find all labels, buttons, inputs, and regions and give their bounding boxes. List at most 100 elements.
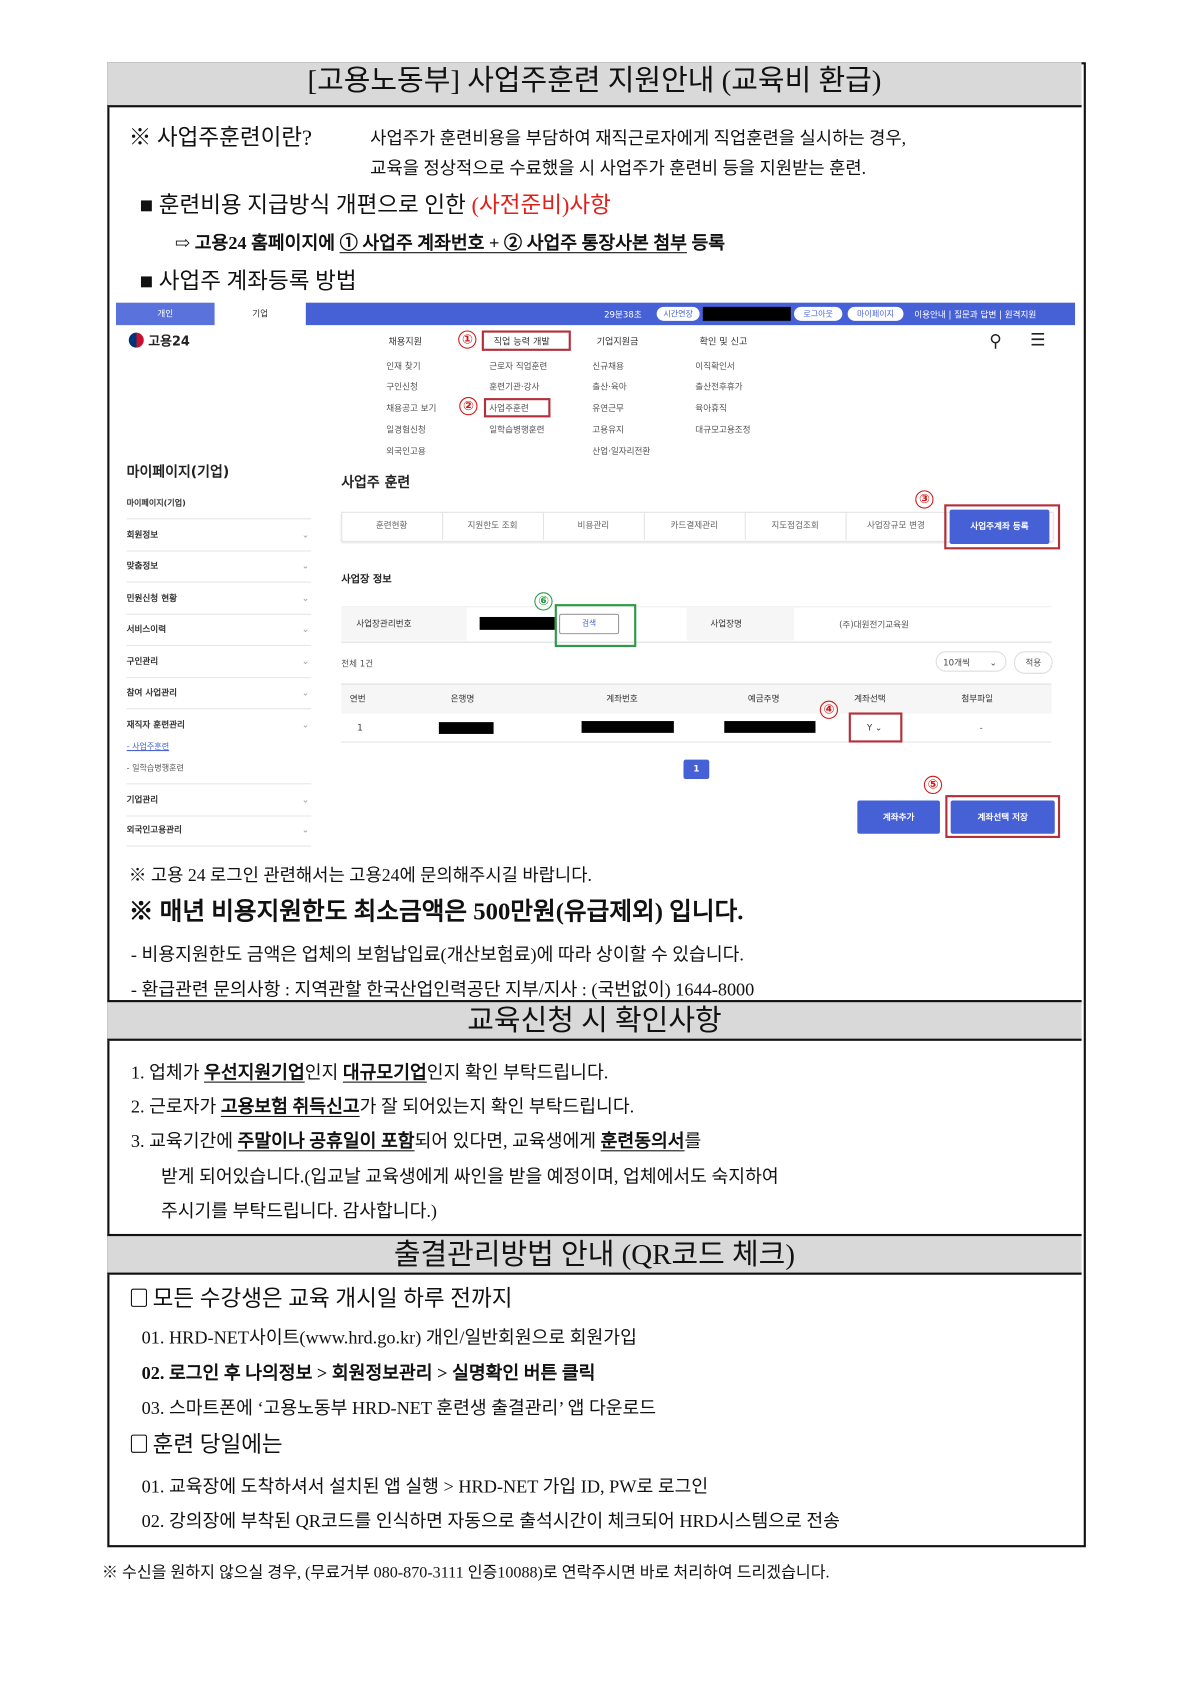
underlined-text: 대규모기업: [342, 1062, 427, 1083]
square-bullet-icon: ■: [139, 192, 154, 218]
chevron-down-icon: ⌄: [989, 657, 997, 668]
search-icon[interactable]: ⚲: [989, 330, 1002, 351]
menu-item[interactable]: 산업·일자리전환: [592, 446, 651, 457]
menu-item[interactable]: 채용공고 보기: [386, 403, 437, 414]
check-item-3: 3. 교육기간에 주말이나 공휴일이 포함되어 있다면, 교육생에게 훈련동의서…: [131, 1126, 701, 1153]
menu-item[interactable]: 고용유지: [592, 424, 624, 435]
sidebar-item-label: 재직자 훈련관리: [126, 719, 185, 730]
highlight-box-6: [554, 604, 637, 648]
sidebar-item-worker-training[interactable]: 재직자 훈련관리 ⌄: [127, 709, 312, 740]
logout-button[interactable]: 로그아웃: [794, 306, 843, 321]
intro-label: ※ 사업주훈련이란?: [128, 124, 313, 151]
tab-personal[interactable]: 개인: [115, 302, 215, 326]
tab-business[interactable]: 기업: [252, 309, 269, 319]
highlight-box-3: [944, 504, 1061, 550]
sidebar-item-member-info[interactable]: 회원정보 ⌄: [126, 519, 312, 552]
sidebar-item-label: 참여 사업관리: [126, 687, 177, 698]
menu-item[interactable]: 근로자 직업훈련: [489, 361, 548, 372]
notice-red-text: (사전준비)사항: [471, 192, 611, 218]
page-size-value: 10개씩: [943, 657, 970, 668]
menu-item[interactable]: 인재 찾기: [386, 361, 421, 372]
sidebar-item-custom-info[interactable]: 맞춤정보 ⌄: [126, 550, 312, 583]
sidebar-item-petition[interactable]: 민원신청 현황 ⌄: [126, 583, 312, 615]
arrow-icon: ⇨: [174, 232, 191, 254]
tab-inspection[interactable]: 지도점검조회: [745, 511, 847, 540]
menu-header-report[interactable]: 확인 및 신고: [699, 336, 748, 348]
tab-account-register[interactable]: 사업주계좌 등록: [949, 509, 1050, 545]
redacted-account-no: [581, 721, 674, 733]
sidebar-item-label: 기업관리: [126, 795, 159, 805]
search-button[interactable]: 검색: [559, 613, 620, 635]
menu-header-skill-dev[interactable]: 직업 능력 개발: [493, 336, 550, 348]
menu-item[interactable]: 외국인고용: [386, 446, 426, 457]
square-bullet-icon: ■: [139, 268, 154, 295]
redacted-username: [702, 306, 791, 321]
check-item-3-line-2: 받게 되어있습니다.(입교날 교육생에게 싸인을 받을 예정이며, 업체에서도 …: [160, 1166, 779, 1187]
extend-session-button[interactable]: 시간연장: [656, 306, 700, 321]
method-heading: ■ 사업주 계좌등록 방법: [139, 264, 356, 296]
save-account-selection-button[interactable]: 계좌선택 저장: [950, 800, 1055, 834]
col-holder: 예금주명: [747, 694, 780, 704]
tab-limit[interactable]: 지원한도 조회: [442, 511, 545, 540]
goyong24-logo[interactable]: 고용24: [128, 332, 190, 350]
document-title: [고용노동부] 사업주훈련 지원안내 (교육비 환급): [107, 62, 1082, 108]
menu-item[interactable]: 일학습병행훈련: [489, 424, 545, 435]
sidebar-item-label: 마이페이지(기업): [126, 497, 186, 508]
menu-header-recruit[interactable]: 채용지원: [388, 336, 422, 348]
sidebar-item-service-history[interactable]: 서비스이력 ⌄: [126, 614, 312, 646]
chevron-down-icon: ⌄: [301, 795, 310, 805]
chevron-down-icon: ⌄: [301, 656, 310, 667]
menu-item[interactable]: 대규모고용조정: [695, 424, 751, 435]
sidebar-item-label: 민원신청 현황: [126, 593, 177, 604]
menu-item[interactable]: 출산·육아: [592, 381, 627, 392]
title-text: [고용노동부] 사업주훈련 지원안내 (교육비 환급): [307, 64, 882, 97]
row-no: 1: [357, 723, 363, 733]
menu-item[interactable]: 육아휴직: [695, 403, 727, 414]
account-select-dropdown[interactable]: Y ⌄: [867, 723, 882, 733]
menu-item[interactable]: 일경험신청: [386, 424, 426, 435]
sidebar-item-company[interactable]: 기업관리 ⌄: [126, 783, 312, 817]
sidebar-item-mypage[interactable]: 마이페이지(기업): [126, 487, 312, 520]
col-no: 연번: [349, 694, 366, 704]
page-size-select[interactable]: 10개씩 ⌄: [935, 651, 1007, 672]
arrow-pre: 고용24 홈페이지에: [194, 232, 340, 254]
add-account-button[interactable]: 계좌추가: [857, 800, 940, 834]
sidebar-item-label: 서비스이력: [126, 624, 167, 635]
utility-links[interactable]: 이용안내 | 질문과 답변 | 원격지원: [914, 310, 1037, 320]
redacted-mgmt-no: [479, 616, 555, 630]
sidebar-item-participation[interactable]: 참여 사업관리 ⌄: [126, 677, 312, 710]
tab-card[interactable]: 카드결제관리: [644, 511, 746, 540]
underlined-text: 고용보험 취득신고: [220, 1096, 360, 1117]
info-row: [341, 606, 1052, 643]
section-header-attendance: 출결관리방법 안내 (QR코드 체크): [107, 1233, 1082, 1275]
tab-size-change[interactable]: 사업장규모 변경: [846, 511, 948, 540]
sidebar-item-foreign[interactable]: 외국인고용관리 ⌄: [126, 814, 312, 847]
tab-training-status[interactable]: 훈련현황: [341, 511, 444, 540]
sidebar-item-recruit[interactable]: 구인관리 ⌄: [126, 646, 312, 679]
menu-item[interactable]: 신규채용: [592, 361, 624, 372]
menu-item-employer-training[interactable]: 사업주훈련: [489, 403, 529, 414]
page-1-button[interactable]: 1: [683, 759, 710, 779]
menu-item[interactable]: 출산전후휴가: [695, 381, 743, 392]
tab-cost[interactable]: 비용관리: [543, 511, 645, 540]
hamburger-menu-icon[interactable]: ☰: [1030, 329, 1046, 350]
login-note: ※ 고용 24 로그인 관련해서는 고용24에 문의해주시길 바랍니다.: [128, 864, 592, 886]
menu-header-subsidy[interactable]: 기업지원금: [596, 336, 639, 348]
apply-button[interactable]: 적용: [1013, 651, 1053, 674]
menu-item[interactable]: 구인신청: [386, 381, 418, 392]
sidebar-item-label: 회원정보: [126, 530, 159, 540]
menu-item[interactable]: 유연근무: [592, 403, 624, 414]
step-3: 03. 스마트폰에 ‘고용노동부 HRD-NET 훈련생 출결관리’ 앱 다운로…: [141, 1398, 657, 1419]
redacted-holder: [724, 721, 816, 733]
menu-item[interactable]: 이직확인서: [695, 361, 735, 372]
menu-item[interactable]: 훈련기관·강사: [489, 381, 540, 392]
col-attachment: 첨부파일: [961, 694, 994, 704]
sidebar-item-label: 맞춤정보: [126, 561, 159, 571]
checkbox-icon: [130, 1288, 148, 1307]
sidebar-subitem-employer-training[interactable]: - 사업주훈련: [126, 741, 170, 752]
mypage-button[interactable]: 마이페이지: [847, 306, 904, 321]
text: 인지 확인 부탁드립니다.: [426, 1062, 609, 1083]
arrow-post: 등록: [686, 232, 726, 254]
total-count: 전체 1건: [341, 658, 374, 669]
sidebar-subitem-work-study[interactable]: - 일학습병행훈련: [126, 762, 184, 773]
